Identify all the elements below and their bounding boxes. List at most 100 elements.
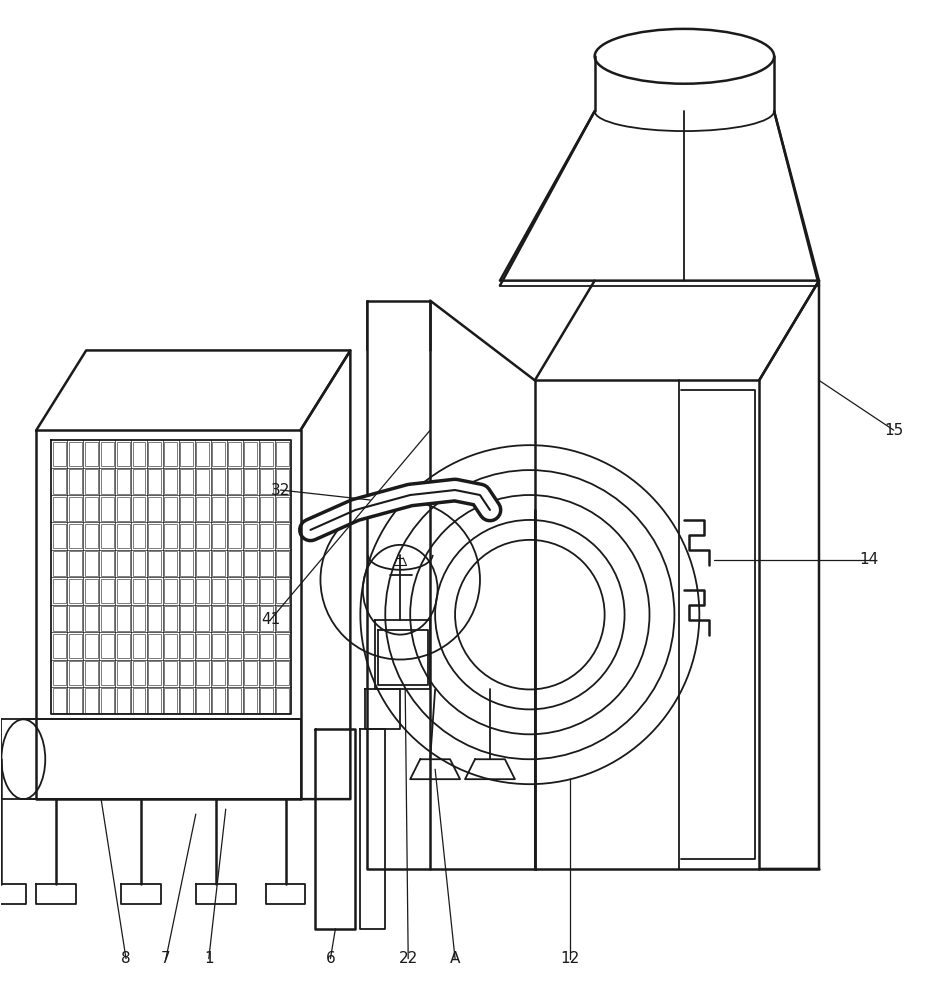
Bar	[69, 524, 82, 548]
Bar	[212, 606, 226, 631]
Bar	[196, 661, 209, 685]
Bar	[212, 551, 226, 576]
Bar	[244, 688, 257, 713]
Bar	[228, 442, 241, 466]
Bar	[149, 688, 162, 713]
Bar	[165, 606, 177, 631]
Bar	[212, 688, 226, 713]
Text: 15: 15	[884, 423, 903, 438]
Bar	[228, 661, 241, 685]
Bar	[244, 606, 257, 631]
Bar	[196, 634, 209, 658]
Bar	[69, 579, 82, 603]
Bar	[180, 606, 193, 631]
Bar	[116, 688, 129, 713]
Bar	[228, 606, 241, 631]
Bar	[228, 551, 241, 576]
Bar	[196, 469, 209, 494]
Bar	[101, 524, 113, 548]
Bar	[149, 442, 162, 466]
Bar	[165, 469, 177, 494]
Bar	[52, 661, 66, 685]
Bar	[85, 442, 98, 466]
Bar	[196, 579, 209, 603]
Bar	[85, 606, 98, 631]
Bar	[276, 579, 289, 603]
Bar	[180, 469, 193, 494]
Bar	[116, 442, 129, 466]
Bar	[149, 551, 162, 576]
Bar	[276, 469, 289, 494]
Bar	[244, 524, 257, 548]
Text: 1: 1	[204, 951, 213, 966]
Bar	[52, 551, 66, 576]
Bar	[196, 606, 209, 631]
Bar	[260, 469, 273, 494]
Text: 12: 12	[560, 951, 580, 966]
Text: 41: 41	[261, 612, 280, 627]
Bar	[85, 634, 98, 658]
Bar	[196, 551, 209, 576]
Bar	[149, 469, 162, 494]
Bar	[101, 469, 113, 494]
Bar	[52, 469, 66, 494]
Bar	[85, 524, 98, 548]
Bar	[149, 634, 162, 658]
Bar	[132, 497, 146, 521]
Bar	[212, 469, 226, 494]
Bar	[165, 634, 177, 658]
Text: 22: 22	[399, 951, 418, 966]
Bar	[149, 661, 162, 685]
Text: 7: 7	[161, 951, 170, 966]
Bar	[116, 524, 129, 548]
Bar	[132, 661, 146, 685]
Bar	[165, 661, 177, 685]
Bar	[212, 524, 226, 548]
Bar	[69, 469, 82, 494]
Bar	[85, 579, 98, 603]
Bar	[180, 497, 193, 521]
Bar	[101, 579, 113, 603]
Bar	[260, 688, 273, 713]
Bar	[52, 606, 66, 631]
Bar	[52, 524, 66, 548]
Text: 6: 6	[326, 951, 335, 966]
Bar	[165, 524, 177, 548]
Bar	[149, 497, 162, 521]
Bar	[276, 497, 289, 521]
Bar	[180, 442, 193, 466]
Bar	[165, 579, 177, 603]
Text: 14: 14	[860, 552, 879, 567]
Bar	[132, 579, 146, 603]
Bar	[260, 442, 273, 466]
Bar	[244, 442, 257, 466]
Bar	[149, 579, 162, 603]
Bar	[85, 661, 98, 685]
Text: A: A	[450, 951, 460, 966]
Bar	[165, 497, 177, 521]
Bar	[132, 442, 146, 466]
Bar	[116, 634, 129, 658]
Bar	[228, 634, 241, 658]
Bar	[85, 688, 98, 713]
Bar	[180, 688, 193, 713]
Bar	[196, 524, 209, 548]
Bar	[244, 469, 257, 494]
Bar	[196, 688, 209, 713]
Bar	[52, 442, 66, 466]
Bar	[260, 497, 273, 521]
Bar	[69, 606, 82, 631]
Bar	[149, 524, 162, 548]
Bar	[228, 469, 241, 494]
Bar	[165, 688, 177, 713]
Bar	[260, 634, 273, 658]
Bar	[276, 551, 289, 576]
Bar	[260, 551, 273, 576]
Bar	[165, 442, 177, 466]
Bar	[101, 661, 113, 685]
Bar	[228, 688, 241, 713]
Bar	[276, 688, 289, 713]
Bar	[260, 524, 273, 548]
Bar	[244, 634, 257, 658]
Text: 32: 32	[271, 483, 290, 498]
